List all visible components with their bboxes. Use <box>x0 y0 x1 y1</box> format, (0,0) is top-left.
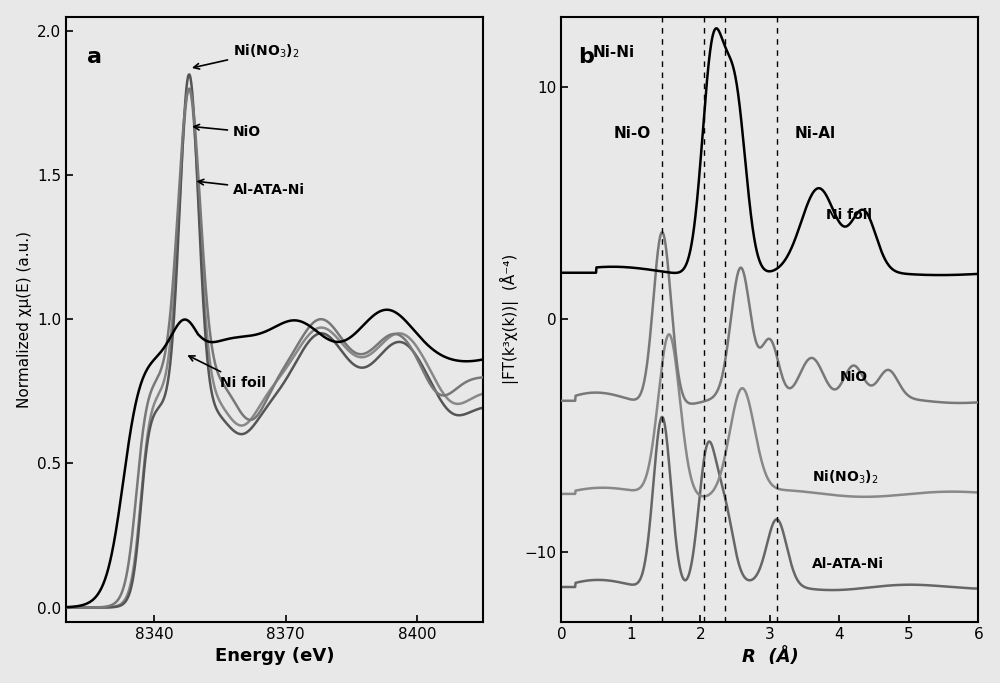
Y-axis label: Normalized χμ(E) (a.u.): Normalized χμ(E) (a.u.) <box>17 231 32 408</box>
X-axis label: Energy (eV): Energy (eV) <box>215 647 334 665</box>
Text: a: a <box>87 47 102 67</box>
Text: NiO: NiO <box>194 124 261 139</box>
Text: Ni-O: Ni-O <box>614 126 651 141</box>
Text: Ni-Al: Ni-Al <box>794 126 835 141</box>
Text: Ni(NO$_3$)$_2$: Ni(NO$_3$)$_2$ <box>812 469 878 486</box>
Text: Al-ATA-Ni: Al-ATA-Ni <box>812 557 884 571</box>
Text: Ni(NO$_3$)$_2$: Ni(NO$_3$)$_2$ <box>194 42 300 69</box>
Text: Ni foil: Ni foil <box>189 356 266 390</box>
Text: Ni foil: Ni foil <box>826 208 872 221</box>
Text: Al-ATA-Ni: Al-ATA-Ni <box>198 180 305 197</box>
Text: Ni-Ni: Ni-Ni <box>592 44 635 59</box>
Text: NiO: NiO <box>839 370 868 385</box>
X-axis label: R  (Å): R (Å) <box>742 647 798 667</box>
Y-axis label: |FT(k³χ(k))|  (Å⁻⁴): |FT(k³χ(k))| (Å⁻⁴) <box>500 254 519 385</box>
Text: b: b <box>578 47 594 67</box>
